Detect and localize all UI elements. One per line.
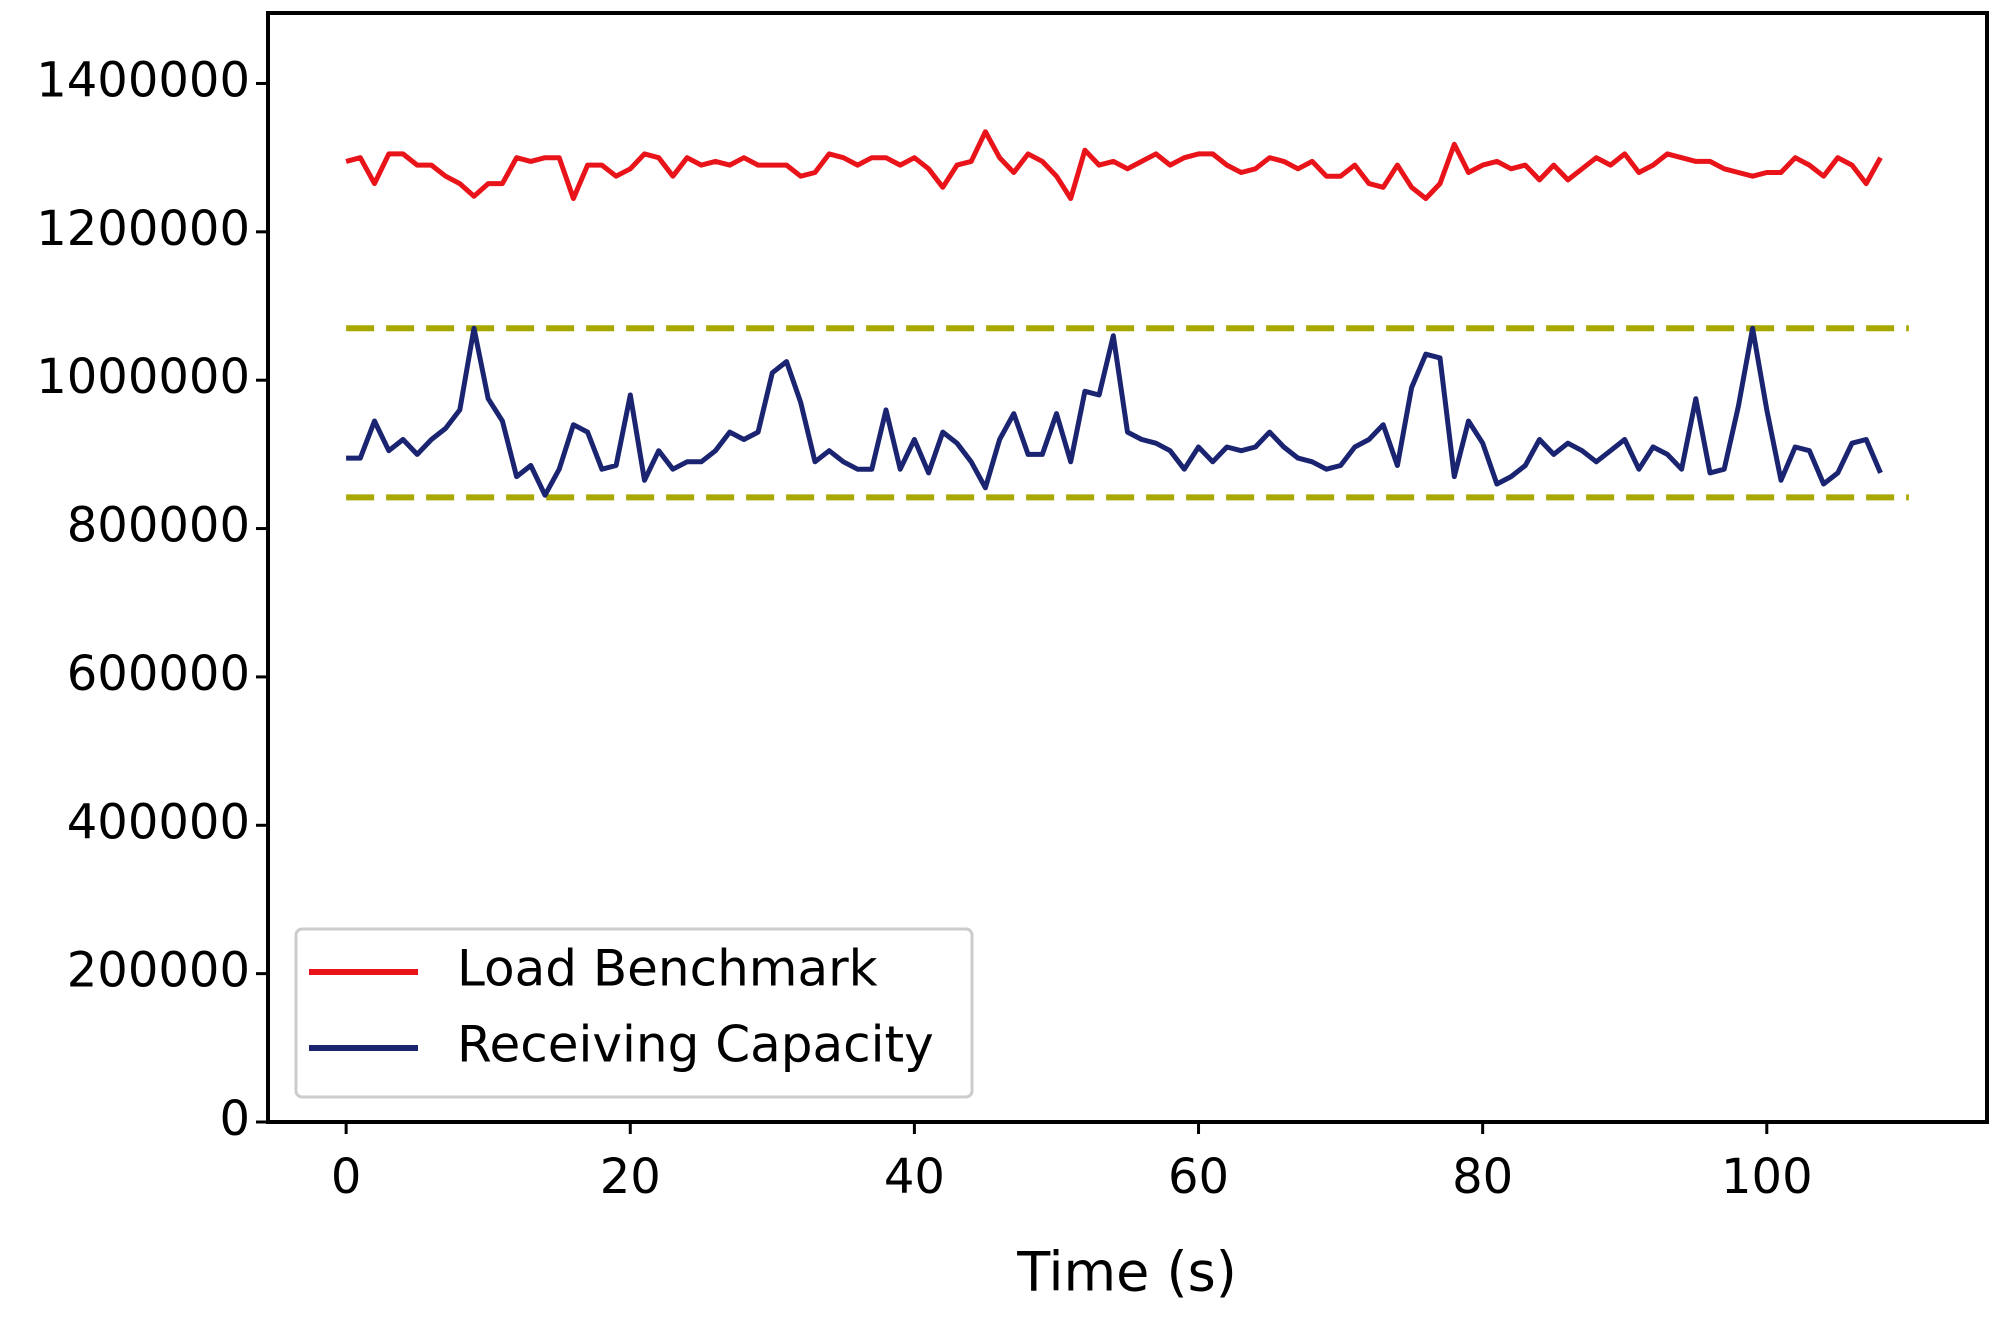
y-tick-label: 0 [219,1091,250,1147]
y-tick-label: 1000000 [36,349,250,405]
x-tick-label: 100 [1721,1149,1813,1205]
series-line [346,325,1883,498]
y-tick-label: 1400000 [36,52,250,108]
legend-box [294,927,974,1099]
y-tick-label: 200000 [67,943,250,999]
x-tick-label: 40 [884,1149,945,1205]
y-tick-label: 1200000 [36,201,250,257]
series-line [345,129,1883,201]
y-tick-label: 600000 [67,646,250,702]
legend-label: Load Benchmark [457,940,878,998]
x-tick-label: 0 [331,1149,362,1205]
legend-label: Receiving Capacity [457,1016,934,1074]
y-tick-label: 400000 [67,794,250,850]
x-tick-label: 20 [600,1149,661,1205]
x-tick-label: 60 [1168,1149,1229,1205]
y-tick-label: 800000 [67,498,250,554]
x-axis-label: Time (s) [1016,1241,1237,1304]
x-tick-label: 80 [1452,1149,1513,1205]
plot-frame [266,11,1989,1124]
